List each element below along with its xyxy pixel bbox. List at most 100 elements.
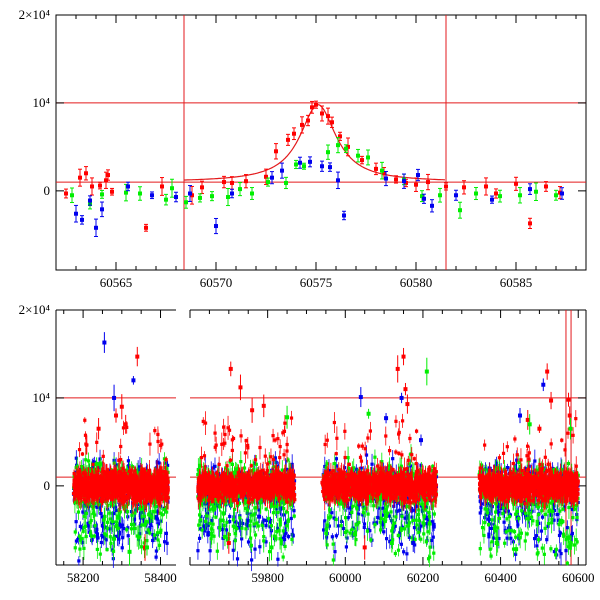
green-point-7 (184, 200, 188, 205)
cluster-0-red-point-798 (165, 481, 169, 486)
cluster-0-blue-point-102 (166, 463, 170, 468)
cluster-0-red-point-46 (119, 444, 123, 449)
red-point-15 (264, 174, 268, 179)
cluster-0-blue-point-201 (99, 511, 103, 516)
blue-point-2 (88, 198, 92, 203)
cluster-0-blue-point-324 (154, 515, 158, 519)
cluster-0-green-point-192 (150, 516, 154, 520)
cluster-1-blue-point-1 (268, 499, 273, 503)
cluster-0-blue-point-229 (142, 516, 146, 521)
cluster-0-green-point-344 (129, 522, 134, 527)
cluster-0-red-point-740 (71, 491, 76, 496)
cluster-0-red-point-412 (148, 442, 152, 446)
cluster-0-blue-point-34 (156, 510, 160, 514)
blue-point-25 (490, 197, 494, 202)
cluster-0-green-point-298 (116, 516, 120, 520)
cluster-0-green-point-311 (108, 517, 112, 521)
cluster-1-blue-point-344 (240, 537, 244, 541)
cluster-0-red-point-745 (149, 483, 153, 487)
cluster-0-red-point-885 (148, 476, 153, 480)
cluster-0-blue-point-87 (114, 463, 118, 467)
cluster-1-blue-point-2 (210, 518, 214, 523)
cluster-1-blue-point-24 (253, 547, 257, 551)
blue-point-18 (342, 213, 346, 218)
cluster-0-green-point-33 (93, 513, 97, 517)
cluster-1-green-point-145 (217, 505, 222, 509)
cluster-0-blue-point-110 (78, 524, 82, 529)
cluster-0-red-point-308 (123, 499, 127, 503)
cluster-0-blue-point-306 (96, 536, 100, 540)
cluster-0-green-point-179 (93, 502, 97, 506)
cluster-0-blue-point-170 (114, 508, 118, 512)
cluster-0-blue-point-240 (133, 508, 138, 512)
cluster-0-green-point-44 (114, 520, 118, 524)
cluster-1-blue-point-217 (264, 540, 268, 544)
cluster-0-red-point-803 (166, 490, 170, 494)
cluster-0-blue-point-65 (129, 510, 134, 514)
cluster-0-red-point-493 (162, 474, 166, 478)
cluster-0-red-point-470 (125, 495, 129, 500)
blue-point-12 (280, 168, 284, 173)
cluster-0-red-point-894 (146, 483, 151, 488)
blue-point-9 (214, 224, 218, 229)
cluster-0-blue-point-1 (154, 466, 158, 470)
cluster-0-red-point-876 (106, 484, 110, 488)
cluster-0-blue-point-241 (154, 549, 158, 553)
cluster-1-blue-point-49 (273, 456, 277, 460)
bottom-xtick-label-6: 60600 (562, 570, 595, 585)
red-point-23 (320, 111, 324, 116)
cluster-1-green-point-146 (245, 508, 249, 512)
cluster-0-red-point-781 (104, 493, 108, 497)
cluster-0-blue-point-61 (155, 517, 160, 521)
green-point-16 (302, 164, 306, 169)
cluster-1-green-point-72 (223, 502, 227, 506)
green-point-27 (474, 191, 478, 196)
cluster-0-green-point-378 (151, 509, 155, 514)
blue-point-1 (80, 217, 84, 222)
blue-point-6 (150, 193, 154, 198)
cluster-0-red-point-267 (130, 489, 134, 494)
blue-point-5 (126, 184, 130, 189)
cluster-0-green-point-228 (114, 523, 118, 528)
cluster-0-red-point-601 (124, 479, 128, 483)
cluster-0-blue-point-191 (115, 534, 120, 538)
cluster-1-green-point-45 (290, 499, 294, 503)
cluster-1-green-point-64 (283, 544, 287, 549)
red-point-6 (106, 173, 110, 178)
cluster-0-red-point-478 (153, 429, 157, 433)
cluster-0-red-point-890 (101, 483, 105, 487)
cluster-1-blue-point-371 (291, 534, 295, 538)
cluster-0-red-point-858 (90, 480, 95, 484)
cluster-0-red-point-294 (155, 480, 160, 484)
cluster-0-red-point-760 (83, 485, 87, 489)
cluster-0-green-point-267 (141, 506, 145, 510)
cluster-0-red-point-770 (77, 491, 81, 496)
cluster-1-blue-point-17 (206, 523, 210, 527)
cluster-0-red-point-702 (107, 491, 111, 496)
red-point-35 (444, 184, 448, 189)
top-frame (55, 14, 587, 271)
cluster-0-blue-point-372 (120, 523, 125, 527)
cluster-0-blue-point-214 (111, 511, 116, 516)
cluster-0-red-point-773 (162, 492, 166, 496)
top-ytick-label-0: 0 (44, 183, 51, 198)
cluster-0-red-point-738 (132, 494, 136, 498)
cluster-1-blue-point-230 (224, 528, 229, 532)
cluster-1-blue-point-209 (226, 499, 231, 503)
cluster-0-blue-point-331 (117, 532, 122, 536)
cluster-1-green-point-1 (282, 506, 286, 511)
cluster-0-blue-point-131 (126, 526, 130, 530)
cluster-0-red-point-474 (86, 496, 90, 500)
cluster-0-green-point-69 (164, 466, 169, 470)
cluster-0-red-point-848 (110, 486, 114, 490)
bottom-xtick-label-0: 58200 (67, 570, 100, 585)
cluster-0-blue-point-32 (86, 521, 90, 525)
cluster-0-green-point-22 (108, 535, 112, 539)
cluster-0-red-point-820 (138, 498, 142, 502)
green-point-31 (554, 193, 558, 198)
cluster-0-red-point-730 (100, 495, 104, 499)
cluster-0-red-point-796 (131, 486, 135, 490)
cluster-0-blue-point-292 (143, 506, 147, 511)
cluster-0-red-point-868 (96, 489, 100, 493)
cluster-0-blue-point-303 (92, 460, 96, 464)
